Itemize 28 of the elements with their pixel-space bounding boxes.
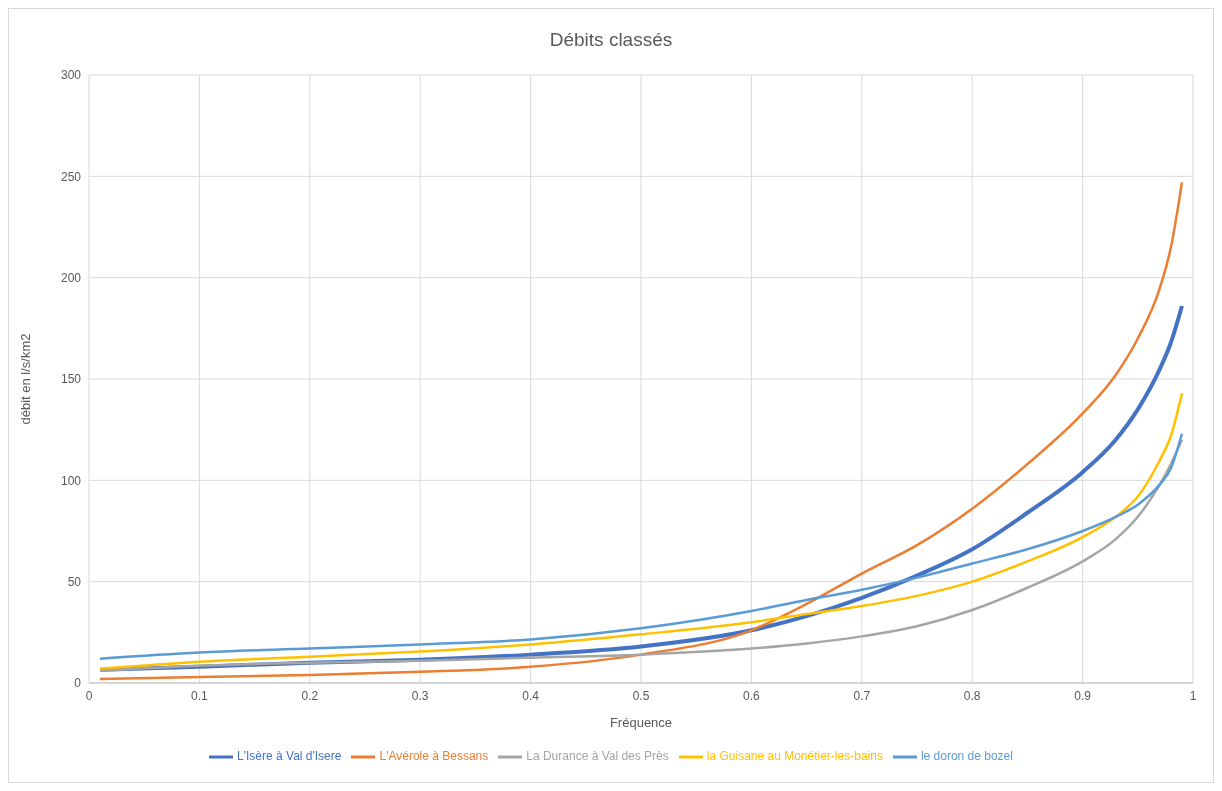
- x-tick-label: 0.7: [853, 688, 871, 703]
- y-tick-label: 200: [60, 270, 82, 285]
- legend-label: la Guisane au Monétier-les-bains: [706, 749, 883, 764]
- x-tick-label: 0.3: [411, 688, 429, 703]
- x-tick-label: 0: [85, 688, 93, 703]
- y-tick-label: 150: [60, 372, 82, 387]
- line-series: [98, 181, 1184, 681]
- x-tick-label: 0.5: [632, 688, 650, 703]
- x-tick-label: 0.9: [1074, 688, 1092, 703]
- legend-label: L'Isère à Val d'Isere: [237, 749, 342, 764]
- x-axis-title: Fréquence: [609, 715, 673, 730]
- x-tick-label: 0.1: [191, 688, 209, 703]
- legend-label: La Durance à Val des Près: [526, 749, 669, 764]
- y-axis-title: débit en l/s/km2: [17, 333, 33, 425]
- x-tick-label: 0.6: [743, 688, 761, 703]
- legend-label: L'Avérole à Bessans: [379, 749, 489, 764]
- x-tick-label: 0.8: [963, 688, 981, 703]
- legend-label: le doron de bozel: [920, 749, 1013, 764]
- y-tick-label: 300: [60, 68, 82, 83]
- x-tick-label: 0.4: [522, 688, 540, 703]
- y-tick-label: 100: [60, 473, 82, 488]
- y-tick-label: 50: [67, 574, 82, 589]
- chart-title: Débits classés: [548, 28, 674, 52]
- y-tick-label: 250: [60, 169, 82, 184]
- x-tick-label: 0.2: [301, 688, 319, 703]
- x-tick-label: 1: [1189, 688, 1197, 703]
- line-series: [98, 391, 1184, 671]
- y-tick-label: 0: [74, 676, 82, 691]
